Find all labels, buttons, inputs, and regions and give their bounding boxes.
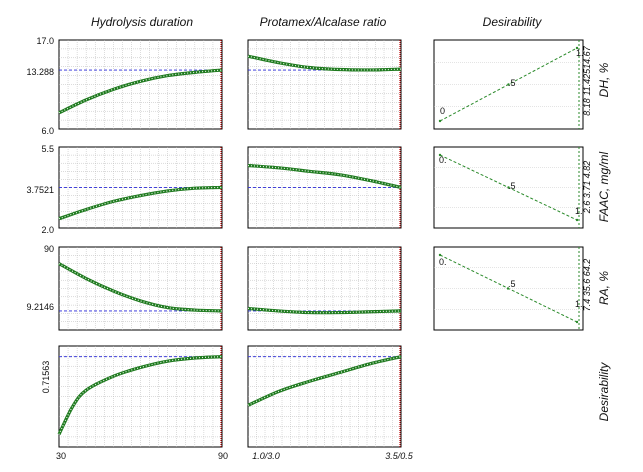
row1-hydrolysis-panel-grid — [59, 40, 222, 129]
row3-desirability-label-1: 1. — [575, 299, 583, 309]
row4-y-ref-tick: 0.71563 — [41, 361, 51, 394]
x-tick-ratio-left: 1.0/3.0 — [252, 451, 280, 461]
x-tick-hydrolysis-right: 90 — [218, 451, 228, 461]
row2-response-label: FAAC, mg/ml — [597, 151, 611, 222]
row1-ratio-panel-grid — [248, 40, 401, 129]
x-tick-ratio-right: 3.5/0.5 — [385, 451, 414, 461]
row1-hydrolysis-curve-marks — [58, 69, 223, 114]
row1-desirability-ticks: 8.18 11.42514.67 — [582, 45, 592, 115]
row1-desirability-label-half: .5 — [508, 78, 516, 88]
row2-desirability-point-2 — [438, 153, 442, 157]
row1-y-bottom-tick: 6.0 — [41, 126, 54, 136]
row2-desirability-point-1 — [507, 186, 510, 189]
row3-desirability-point-0 — [575, 320, 579, 324]
header-hydrolysis-duration: Hydrolysis duration — [91, 15, 193, 29]
row1-desirability-point-2 — [575, 46, 579, 50]
row1-y-ref-tick: 13.288 — [26, 67, 54, 77]
row1-y-top-tick: 17.0 — [36, 36, 54, 46]
row2-desirability-point-0 — [575, 218, 579, 222]
row2-desirability-label-0: 0. — [439, 155, 447, 165]
row3-desirability-label-half: .5 — [508, 279, 516, 289]
row3-desirability-point-1 — [506, 287, 510, 290]
row3-ratio-curve-marks — [247, 307, 402, 314]
row3-desirability-label-0: 0. — [439, 257, 447, 267]
row4-ratio-panel-grid — [248, 346, 401, 447]
row2-desirability-label-half: .5 — [508, 181, 516, 191]
row4-ratio-curve-marks — [247, 356, 402, 406]
row1-desirability-label-1: 1. — [576, 48, 584, 58]
row1-desirability-point-1 — [507, 83, 510, 86]
row2-desirability-ticks: 2.6 3.71 4.82 — [582, 161, 592, 215]
row3-y-top-tick: 90 — [44, 244, 54, 254]
row4-response-label: Desirability — [597, 362, 611, 422]
row3-response-label: RA, % — [597, 271, 611, 305]
header-desirability: Desirability — [483, 15, 543, 29]
row1-desirability-point-0 — [438, 119, 442, 123]
row3-hydrolysis-curve-band — [58, 262, 223, 313]
row3-desirability-ticks: 7.4 35.6 64.2 — [582, 259, 592, 312]
row2-hydrolysis-curve-marks — [58, 186, 223, 220]
row2-desirability-label-1: 1. — [575, 206, 583, 216]
row2-y-ref-tick: 3.7521 — [26, 185, 54, 195]
row2-y-bottom-tick: 2.0 — [41, 225, 54, 235]
row1-ratio-curve-marks — [247, 55, 402, 71]
x-tick-hydrolysis-left: 30 — [56, 451, 66, 461]
header-ratio: Protamex/Alcalase ratio — [260, 15, 387, 29]
row2-ratio-curve-marks — [247, 164, 402, 189]
row4-hydrolysis-panel-grid — [59, 346, 222, 447]
row1-response-label: DH, % — [597, 62, 611, 97]
row3-desirability-point-2 — [438, 253, 442, 257]
row1-desirability-label-0: 0 — [440, 106, 445, 116]
row3-y-ref-tick: 9.2146 — [26, 302, 54, 312]
row4-hydrolysis-curve-band — [57, 355, 223, 436]
row2-y-top-tick: 5.5 — [41, 144, 54, 154]
